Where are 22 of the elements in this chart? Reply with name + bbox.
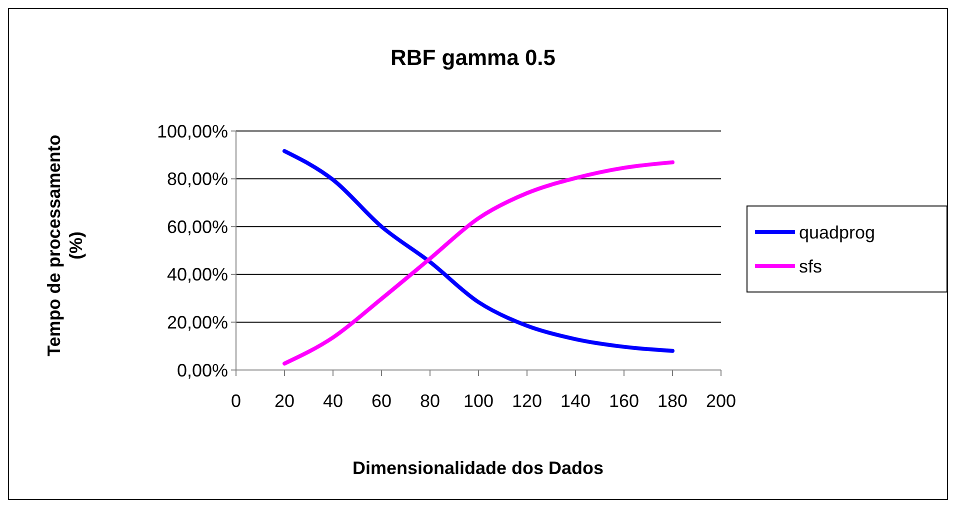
x-tick-label: 120	[512, 391, 542, 411]
legend-label: quadprog	[799, 222, 876, 242]
y-tick-label: 100,00%	[156, 121, 228, 142]
y-tick-label: 60,00%	[166, 216, 228, 237]
x-tick-label: 80	[420, 391, 440, 411]
chart-title: RBF gamma 0.5	[390, 45, 556, 70]
x-tick-label: 140	[560, 391, 591, 411]
y-tick-label: 20,00%	[166, 312, 228, 332]
x-tick-label: 160	[608, 391, 640, 411]
y-tick-label: 0,00%	[176, 360, 228, 380]
x-tick-label: 100	[463, 391, 494, 411]
legend-label: sfs	[799, 256, 822, 276]
x-tick-label: 60	[371, 391, 392, 411]
y-tick-label: 80,00%	[166, 169, 228, 190]
y-tick-label: 40,00%	[166, 264, 228, 285]
x-axis-title: Dimensionalidade dos Dados	[352, 458, 604, 478]
x-tick-label: 200	[706, 391, 736, 411]
x-tick-label: 0	[230, 391, 242, 411]
y-axis-title: Tempo de processamento (%)	[44, 134, 86, 356]
x-tick-label: 20	[274, 391, 295, 411]
x-tick-label: 180	[657, 391, 688, 411]
x-tick-label: 40	[322, 391, 344, 411]
